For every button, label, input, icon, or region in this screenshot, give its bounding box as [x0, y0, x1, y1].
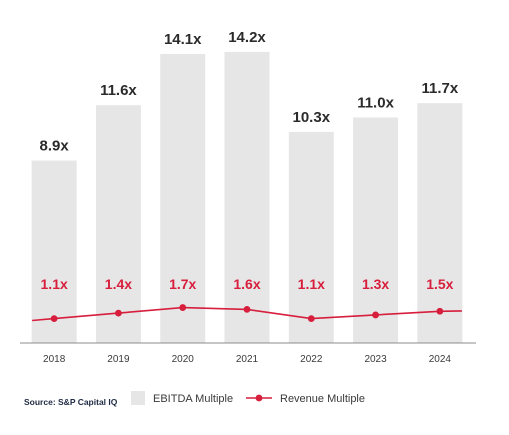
ebitda-bar-2019: [95, 105, 141, 343]
ebitda-value-label-2022: 10.3x: [293, 109, 331, 126]
x-tick-label-2024: 2024: [429, 354, 452, 365]
x-tick-label-2023: 2023: [364, 354, 387, 365]
ebitda-value-label-2019: 11.6x: [100, 82, 137, 99]
ebitda-bar-2018: [31, 160, 77, 343]
revenue-value-label-2021: 1.6x: [233, 276, 260, 292]
x-tick-label-2021: 2021: [236, 354, 259, 365]
revenue-value-label-2022: 1.1x: [298, 276, 325, 292]
line-layer: 1.1x 1.4x 1.7x 1.6x 1.1x 1.3x 1.5x: [32, 276, 462, 323]
revenue-value-label-2020: 1.7x: [169, 276, 196, 292]
revenue-point-2019: [115, 309, 122, 317]
x-tick-label-2022: 2022: [300, 354, 323, 365]
revenue-point-2023: [372, 311, 379, 319]
ebitda-value-label-2020: 14.1x: [164, 31, 202, 48]
revenue-value-label-2023: 1.3x: [362, 276, 389, 292]
legend-revenue-marker: [255, 394, 263, 402]
ebitda-bar-2024: [417, 103, 463, 344]
ebitda-value-label-2021: 14.2x: [228, 29, 266, 46]
revenue-point-2021: [243, 306, 251, 313]
ebitda-bar-2020: [160, 53, 206, 343]
ebitda-bar-2023: [353, 117, 399, 343]
revenue-point-2020: [179, 304, 187, 311]
revenue-point-2024: [436, 307, 444, 315]
revenue-value-label-2019: 1.4x: [105, 276, 132, 292]
x-tick-label-2019: 2019: [107, 354, 130, 365]
legend-ebitda-label: EBITDA Multiple: [153, 393, 233, 405]
ebitda-bar-2021: [224, 51, 270, 344]
x-tick-label-2018: 2018: [43, 354, 66, 365]
revenue-value-label-2024: 1.5x: [426, 276, 453, 292]
bars-layer: 8.9x 11.6x 14.1x 14.2x 10.3x 11.0x 11.7x: [31, 29, 463, 344]
x-tick-labels: 2018 2019 2020 2021 2022 2023 2024: [43, 354, 451, 365]
source-note: Source: S&P Capital IQ: [24, 397, 118, 407]
revenue-point-2018: [50, 315, 58, 323]
legend-ebitda-swatch: [131, 391, 145, 405]
ebitda-bar-2022: [288, 131, 334, 343]
ebitda-value-label-2018: 8.9x: [40, 138, 70, 155]
revenue-value-label-2018: 1.1x: [41, 276, 68, 292]
legend: EBITDA Multiple Revenue Multiple: [131, 391, 365, 405]
x-tick-label-2020: 2020: [172, 354, 195, 365]
legend-revenue-label: Revenue Multiple: [280, 393, 365, 405]
ebitda-value-label-2024: 11.7x: [421, 80, 458, 97]
ebitda-value-label-2023: 11.0x: [357, 95, 394, 112]
revenue-point-2022: [307, 315, 315, 323]
